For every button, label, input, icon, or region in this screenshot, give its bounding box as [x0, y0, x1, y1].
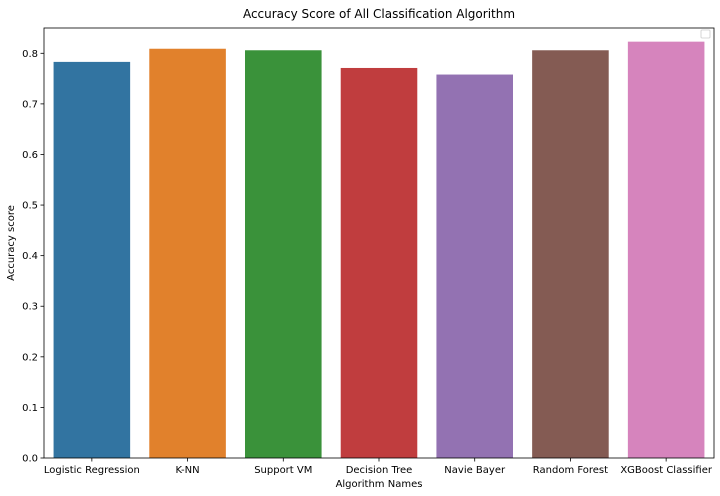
x-axis-ticks: Logistic Regression K-NN Support VM Decisio…: [44, 458, 713, 476]
x-tick-label: Decision Tree: [346, 465, 413, 476]
bar-3: [340, 67, 418, 458]
x-axis-label: Algorithm Names: [336, 479, 423, 490]
y-tick-label: 0.1: [22, 403, 38, 414]
y-tick-label: 0.7: [22, 99, 38, 110]
plot-frame: [43, 27, 715, 459]
y-tick-label: 0.4: [22, 251, 38, 262]
y-tick-label: 0.5: [22, 201, 38, 212]
legend-box: [700, 29, 711, 39]
x-tick-label: Navie Bayer: [444, 465, 506, 476]
y-tick-label: 0.0: [22, 454, 38, 465]
y-tick-label: 0.3: [22, 302, 38, 313]
y-tick-label: 0.2: [22, 352, 38, 363]
x-tick-label: Support VM: [254, 465, 312, 476]
bar-4: [436, 74, 513, 459]
bars-group: [53, 41, 705, 459]
x-tick-label: Random Forest: [533, 465, 608, 476]
y-axis-label: Accuracy score: [6, 205, 17, 281]
bar-6: [627, 41, 705, 459]
bar-1: [149, 48, 226, 458]
x-tick-label: XGBoost Classifier: [620, 465, 713, 476]
y-tick-label: 0.8: [22, 49, 38, 60]
bar-5: [532, 50, 609, 459]
y-axis-ticks: 0.0 0.1 0.2 0.3 0.4 0.5 0.6 0.7 0.8: [22, 49, 44, 465]
y-tick-label: 0.6: [22, 150, 38, 161]
x-tick-label: Logistic Regression: [44, 465, 140, 476]
chart-title: Accuracy Score of All Classification Alg…: [243, 7, 515, 21]
bar-2: [245, 50, 322, 459]
bar-0: [53, 61, 131, 459]
x-tick-label: K-NN: [176, 465, 200, 476]
